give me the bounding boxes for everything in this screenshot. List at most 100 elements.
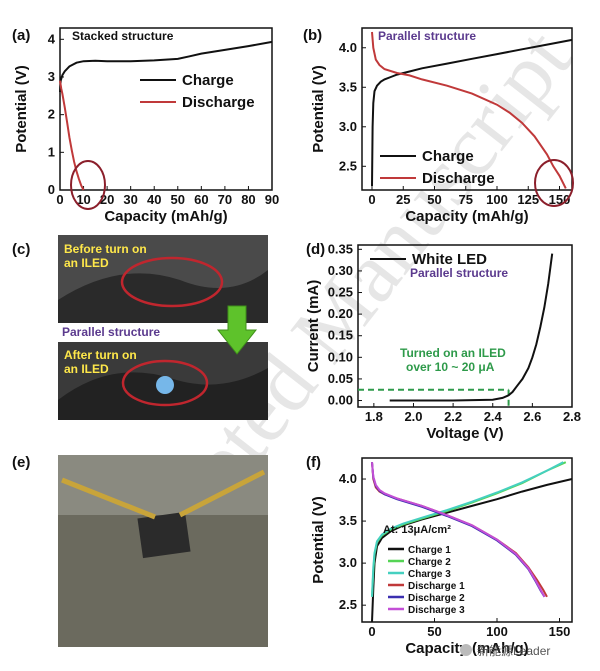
x-tick-label: 125	[517, 192, 539, 207]
panel-a-note: Stacked structure	[72, 29, 174, 43]
x-tick-label: 25	[396, 192, 410, 207]
x-tick-label: 100	[486, 624, 508, 639]
y-tick-label: 3.5	[339, 513, 357, 528]
battery-cell	[137, 511, 191, 559]
x-tick-label: 2.6	[523, 409, 541, 424]
panel-d-annotation-line2: over 10 ~ 20 μA	[406, 360, 495, 374]
y-tick-label: 0	[48, 182, 55, 197]
panel-e-photo	[58, 455, 268, 647]
x-tick-label: 80	[241, 192, 255, 207]
panel-e-letter: (e)	[12, 454, 30, 471]
y-tick-label: 0.00	[328, 393, 353, 408]
y-axis-label: Potential (V)	[13, 65, 30, 153]
panel-d-annotation-line1: Turned on an ILED	[400, 346, 506, 360]
chart-b: 0 25 50 75 100 125 150 2.5 3.0 3.5 4.0 Capacity (mA…	[310, 27, 573, 225]
x-tick-label: 90	[265, 192, 279, 207]
y-tick-label: 0.35	[328, 241, 353, 256]
panel-c-letter: (c)	[12, 241, 30, 258]
panel-b-note: Parallel structure	[378, 29, 476, 43]
panel-b-highlight-ellipse	[534, 159, 574, 207]
y-tick-label: 1	[48, 144, 55, 159]
y-tick-label: 3.5	[339, 79, 357, 94]
plot-frame	[361, 27, 573, 191]
y-tick-label: 4.0	[339, 40, 357, 55]
y-tick-label: 0.30	[328, 263, 353, 278]
legend-label: Charge 3	[408, 569, 451, 580]
series-line	[371, 38, 573, 187]
x-tick-label: 40	[147, 192, 161, 207]
x-tick-label: 50	[171, 192, 185, 207]
photo-before-glove	[58, 270, 268, 323]
series-line	[59, 80, 85, 191]
down-arrow-icon	[216, 305, 258, 355]
x-tick-label: 10	[76, 192, 90, 207]
x-tick-label: 30	[123, 192, 137, 207]
y-tick-label: 4	[48, 31, 56, 46]
led-glow	[156, 376, 174, 394]
panel-f-letter: (f)	[306, 454, 321, 471]
x-tick-label: 0	[368, 192, 375, 207]
y-tick-label: 0.20	[328, 306, 353, 321]
x-tick-label: 2.0	[404, 409, 422, 424]
photo-after-glove	[58, 368, 268, 420]
x-tick-label: 2.4	[484, 409, 503, 424]
y-tick-label: 0.10	[328, 349, 353, 364]
panel-d-letter: (d)	[306, 241, 325, 258]
y-axis-label: Potential (V)	[310, 496, 327, 584]
y-tick-label: 2	[48, 107, 55, 122]
legend-label: Charge 2	[408, 557, 451, 568]
x-tick-label: 0	[56, 192, 63, 207]
legend-label: Charge 1	[408, 545, 451, 556]
panel-a-letter: (a)	[12, 27, 30, 44]
legend-label: Discharge 1	[408, 581, 465, 592]
x-tick-label: 75	[459, 192, 473, 207]
plot-frame	[59, 27, 273, 191]
y-tick-label: 3.0	[339, 555, 357, 570]
y-tick-label: 0.25	[328, 285, 353, 300]
y-tick-label: 2.5	[339, 597, 357, 612]
legend-label: Discharge 3	[408, 605, 465, 616]
x-axis-label: Voltage (V)	[426, 425, 503, 442]
panel-d-note: Parallel structure	[410, 266, 508, 280]
legend-label: Discharge 2	[408, 593, 465, 604]
plot-frame	[361, 457, 573, 623]
legend-label: Charge	[422, 148, 474, 165]
x-axis-label: Capacity (mAh/g)	[405, 208, 528, 225]
y-tick-label: 2.5	[339, 158, 357, 173]
y-tick-label: 3	[48, 69, 55, 84]
footer-watermark-text: 新能源Leader	[477, 643, 550, 658]
photo-cell-bg	[58, 455, 268, 515]
y-axis-label: Potential (V)	[310, 65, 327, 153]
series-line	[371, 462, 546, 598]
probe-right	[178, 469, 266, 518]
series-line	[371, 461, 564, 597]
before-caption-line2: an ILED	[64, 256, 109, 270]
wechat-icon	[460, 644, 472, 656]
legend-label: Charge	[182, 72, 234, 89]
y-tick-label: 4.0	[339, 471, 357, 486]
series-line	[371, 31, 567, 189]
x-axis-label: Capacity (mAh/g)	[104, 208, 227, 225]
after-highlight-ellipse	[121, 359, 209, 407]
panel-f-rate-label: At: 13μA/cm²	[383, 524, 451, 536]
legend-label: Discharge	[182, 94, 255, 111]
x-tick-label: 1.8	[365, 409, 383, 424]
x-tick-label: 2.8	[563, 409, 581, 424]
footer-watermark: 新能源Leader	[460, 643, 550, 658]
before-highlight-ellipse	[120, 256, 224, 308]
legend-label: Discharge	[422, 170, 495, 187]
before-caption-line1: Before turn on	[64, 242, 147, 256]
plot-frame	[357, 244, 573, 408]
y-tick-label: 3.0	[339, 119, 357, 134]
x-tick-label: 100	[486, 192, 508, 207]
panel-c-photos: Before turn on an ILED Parallel structur…	[58, 235, 268, 420]
y-axis-label: Current (mA)	[305, 280, 322, 373]
series-line	[59, 40, 273, 93]
after-caption-line1: After turn on	[64, 348, 137, 362]
probe-left	[61, 477, 156, 520]
x-tick-label: 150	[549, 192, 571, 207]
x-tick-label: 2.2	[444, 409, 462, 424]
